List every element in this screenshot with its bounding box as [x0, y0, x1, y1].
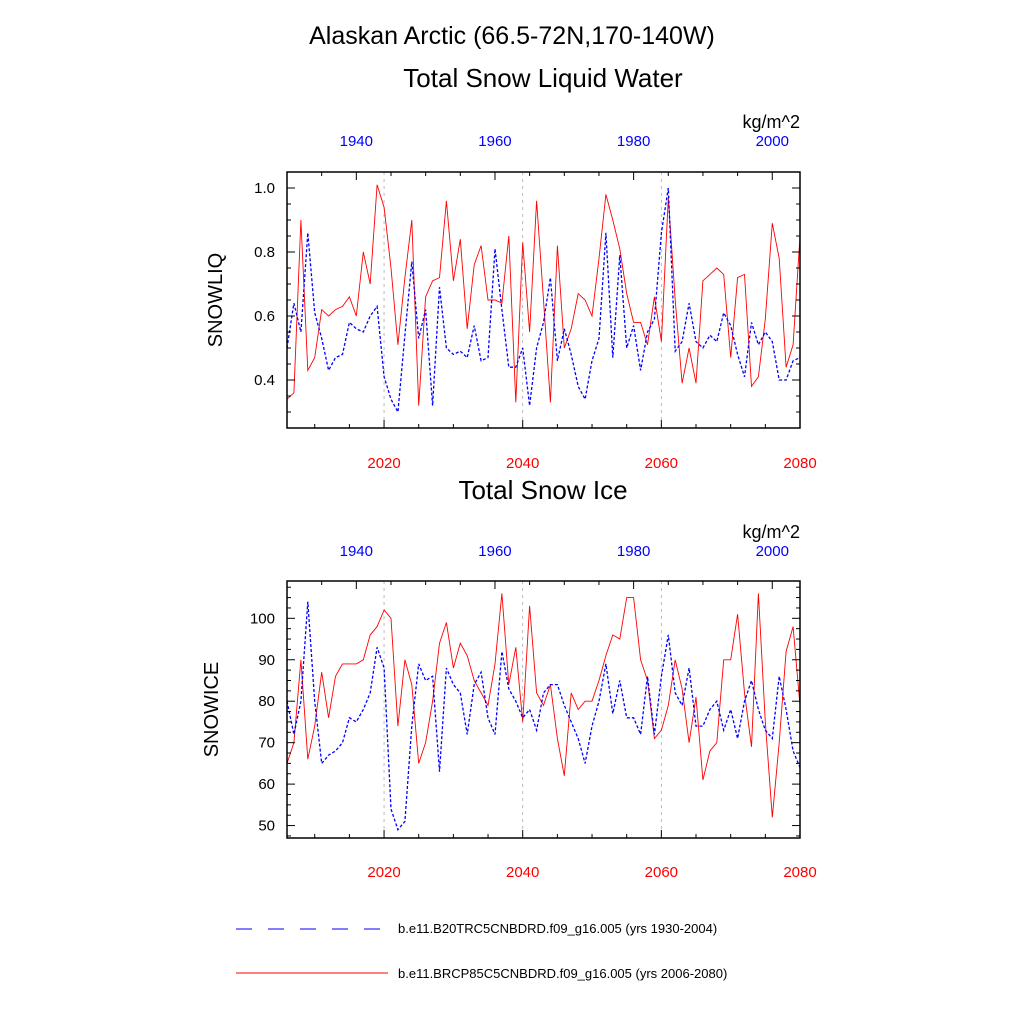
legend: b.e11.B20TRC5CNBDRD.f09_g16.005 (yrs 193… [236, 921, 727, 981]
chart-title: Total Snow Ice [458, 475, 627, 505]
series-line-rcp85 [287, 593, 800, 818]
x-bottom-tick-label: 2060 [645, 455, 678, 472]
x-top-tick-label: 1980 [617, 133, 650, 150]
x-top-tick-label: 2000 [756, 543, 789, 560]
legend-label-rcp85: b.e11.BRCP85C5CNBDRD.f09_g16.005 (yrs 20… [398, 966, 727, 981]
x-bottom-tick-label: 2020 [367, 455, 400, 472]
chart-title: Total Snow Liquid Water [403, 63, 683, 93]
x-bottom-tick-label: 2040 [506, 864, 539, 881]
y-tick-label: 50 [258, 818, 275, 835]
series-line-rcp85 [287, 184, 800, 406]
x-top-tick-label: 1960 [478, 133, 511, 150]
y-tick-label: 0.4 [254, 372, 275, 389]
y-tick-label: 90 [258, 652, 275, 669]
y-tick-label: 1.0 [254, 180, 275, 197]
y-axis-label: SNOWICE [201, 662, 223, 758]
y-tick-label: 60 [258, 776, 275, 793]
x-bottom-tick-label: 2060 [645, 864, 678, 881]
x-top-tick-label: 1980 [617, 543, 650, 560]
plot-frame [286, 580, 801, 839]
y-tick-label: 0.8 [254, 244, 275, 261]
units-label: kg/m^2 [743, 112, 800, 132]
y-axis-label: SNOWLIQ [205, 253, 227, 347]
x-top-tick-label: 2000 [756, 133, 789, 150]
x-bottom-tick-label: 2080 [783, 455, 816, 472]
x-top-tick-label: 1940 [340, 133, 373, 150]
x-top-tick-label: 1940 [340, 543, 373, 560]
panel-snowliq: Total Snow Liquid Water kg/m^2 SNOWLIQ 0.4 0… [205, 63, 817, 472]
y-tick-label: 70 [258, 735, 275, 752]
y-tick-label: 0.6 [254, 308, 275, 325]
legend-label-b20tr: b.e11.B20TRC5CNBDRD.f09_g16.005 (yrs 193… [398, 921, 717, 936]
panel-snowice: Total Snow Ice kg/m^2 SNOWICE 50 60 70 80 90 100… [201, 475, 817, 881]
x-bottom-tick-label: 2040 [506, 455, 539, 472]
series-line-b20tr [287, 187, 800, 415]
y-tick-label: 80 [258, 693, 275, 710]
y-tick-label: 100 [250, 610, 275, 627]
series-line-b20tr [287, 601, 800, 832]
x-bottom-tick-label: 2020 [367, 864, 400, 881]
x-bottom-tick-label: 2080 [783, 864, 816, 881]
units-label: kg/m^2 [743, 522, 800, 542]
figure-title: Alaskan Arctic (66.5-72N,170-140W) [309, 22, 715, 50]
x-top-tick-label: 1960 [478, 543, 511, 560]
